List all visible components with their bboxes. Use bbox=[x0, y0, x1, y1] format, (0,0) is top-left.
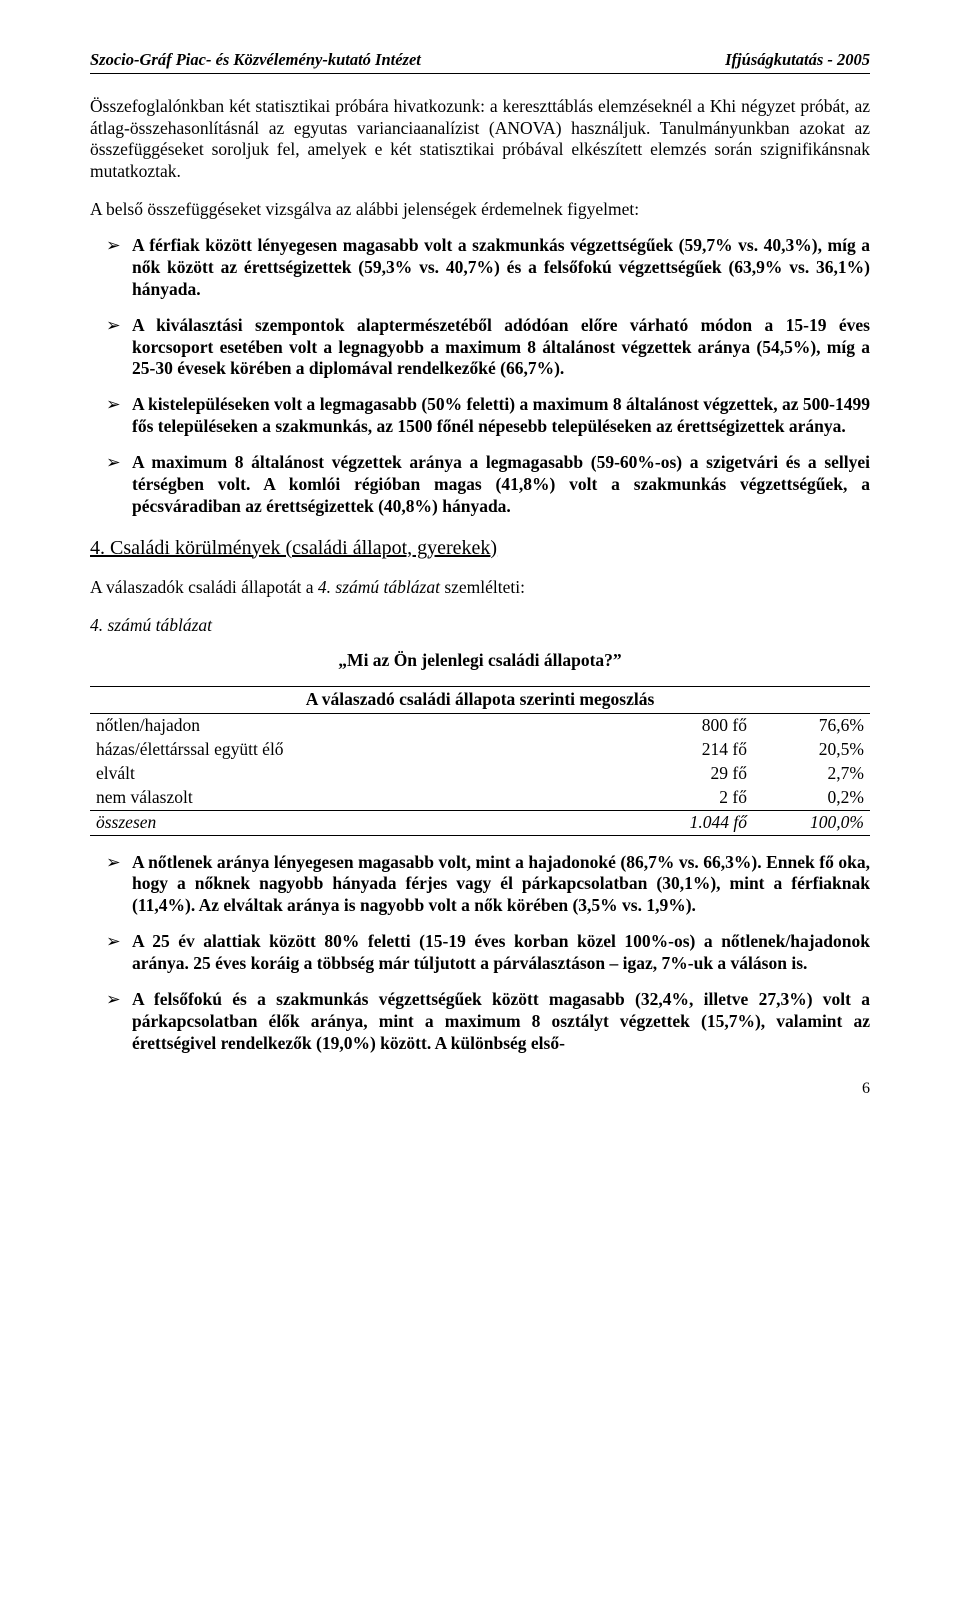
section-4-title: 4. Családi körülmények (családi állapot,… bbox=[90, 536, 870, 561]
table-header-row: A válaszadó családi állapota szerinti me… bbox=[90, 687, 870, 714]
row-pct: 20,5% bbox=[753, 738, 870, 762]
row-count: 214 fő bbox=[636, 738, 753, 762]
page-number: 6 bbox=[90, 1079, 870, 1099]
list-item: A férfiak között lényegesen magasabb vol… bbox=[90, 235, 870, 301]
lead-italic: 4. számú táblázat bbox=[318, 577, 440, 597]
list-item: A nőtlenek aránya lényegesen magasabb vo… bbox=[90, 852, 870, 918]
section-4-lead: A válaszadók családi állapotát a 4. szám… bbox=[90, 577, 870, 599]
row-pct: 76,6% bbox=[753, 714, 870, 738]
table-prompt: „Mi az Ön jelenlegi családi állapota?” bbox=[90, 650, 870, 672]
table-row: nőtlen/hajadon 800 fő 76,6% bbox=[90, 714, 870, 738]
bullet-list-1: A férfiak között lényegesen magasabb vol… bbox=[90, 235, 870, 518]
lead-suffix: szemlélteti: bbox=[440, 577, 525, 597]
row-pct: 2,7% bbox=[753, 762, 870, 786]
row-label: elvált bbox=[90, 762, 636, 786]
page-header: Szocio-Gráf Piac- és Közvélemény-kutató … bbox=[90, 50, 870, 74]
table-total-row: összesen 1.044 fő 100,0% bbox=[90, 810, 870, 835]
table-row: nem válaszolt 2 fő 0,2% bbox=[90, 786, 870, 810]
table-header: A válaszadó családi állapota szerinti me… bbox=[90, 687, 870, 714]
bullet-list-2: A nőtlenek aránya lényegesen magasabb vo… bbox=[90, 852, 870, 1055]
list-item: A 25 év alattiak között 80% feletti (15-… bbox=[90, 931, 870, 975]
row-count: 2 fő bbox=[636, 786, 753, 810]
page-root: Szocio-Gráf Piac- és Közvélemény-kutató … bbox=[0, 0, 960, 1139]
intro-p1: Összefoglalónkban két statisztikai próbá… bbox=[90, 96, 870, 184]
total-label: összesen bbox=[90, 810, 636, 835]
header-right: Ifjúságkutatás - 2005 bbox=[725, 50, 870, 71]
list-item: A felsőfokú és a szakmunkás végzettségűe… bbox=[90, 989, 870, 1055]
row-label: házas/élettárssal együtt élő bbox=[90, 738, 636, 762]
row-count: 800 fő bbox=[636, 714, 753, 738]
table-row: elvált 29 fő 2,7% bbox=[90, 762, 870, 786]
list-item: A kiválasztási szempontok alaptermészeté… bbox=[90, 315, 870, 381]
row-label: nőtlen/hajadon bbox=[90, 714, 636, 738]
total-count: 1.044 fő bbox=[636, 810, 753, 835]
total-pct: 100,0% bbox=[753, 810, 870, 835]
row-label: nem válaszolt bbox=[90, 786, 636, 810]
table-caption: 4. számú táblázat bbox=[90, 615, 870, 637]
list-item: A maximum 8 általánost végzettek aránya … bbox=[90, 452, 870, 518]
intro-p2: A belső összefüggéseket vizsgálva az alá… bbox=[90, 199, 870, 221]
row-pct: 0,2% bbox=[753, 786, 870, 810]
list-item: A kistelepüléseken volt a legmagasabb (5… bbox=[90, 394, 870, 438]
lead-prefix: A válaszadók családi állapotát a bbox=[90, 577, 318, 597]
table-row: házas/élettárssal együtt élő 214 fő 20,5… bbox=[90, 738, 870, 762]
row-count: 29 fő bbox=[636, 762, 753, 786]
header-left: Szocio-Gráf Piac- és Közvélemény-kutató … bbox=[90, 50, 421, 71]
distribution-table: A válaszadó családi állapota szerinti me… bbox=[90, 686, 870, 835]
